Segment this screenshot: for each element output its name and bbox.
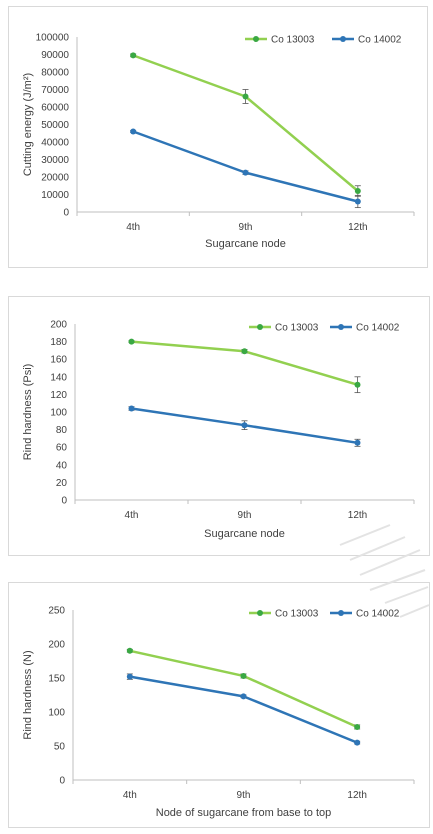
legend-label: Co 14002 (356, 609, 400, 620)
data-point (128, 405, 135, 412)
legend-swatch-marker (253, 36, 259, 42)
y-tick-label: 40 (56, 460, 68, 471)
x-tick-label: 9th (237, 790, 251, 801)
y-tick-label: 20 (56, 478, 68, 489)
legend-label: Co 13003 (271, 35, 315, 46)
cutting-energy-chart-svg: 0 10000 20000 30000 40000 50000 60000 70000 8000… (22, 33, 415, 250)
y-tick-label: 30000 (41, 155, 69, 166)
x-tick-label: 9th (239, 222, 253, 233)
legend-label: Co 13003 (275, 323, 319, 334)
legend-swatch-marker (340, 36, 346, 42)
data-point (354, 198, 361, 205)
y-tick-label: 60 (56, 443, 68, 454)
rind-hardness-psi-chart-svg: 0 20 40 60 80 100 120 140 160 180 200 4th 9th 12th Sug… (22, 320, 415, 540)
y-tick-label: 10000 (41, 190, 69, 201)
y-tick-label: 80000 (41, 68, 69, 79)
x-tick-label: 9th (238, 510, 252, 521)
data-point (242, 93, 249, 100)
x-axis-title: Sugarcane node (204, 528, 285, 540)
cutting-energy-chart: 0 10000 20000 30000 40000 50000 60000 70000 8000… (8, 6, 428, 268)
y-tick-label: 0 (59, 776, 65, 787)
y-tick-label: 90000 (41, 50, 69, 61)
watermark-stripes (339, 524, 430, 618)
y-tick-label: 120 (50, 390, 67, 401)
data-point (241, 348, 248, 355)
data-point (242, 169, 249, 176)
legend-label: Co 13003 (275, 609, 319, 620)
data-point (241, 422, 248, 429)
y-tick-label: 100000 (36, 33, 70, 44)
series-line-1 (129, 675, 358, 744)
y-tick-label: 100 (48, 708, 65, 719)
series-line-0 (129, 649, 358, 729)
y-axis-title: Rind hardness (N) (22, 650, 34, 739)
data-point (240, 693, 247, 700)
y-tick-label: 0 (61, 496, 67, 507)
y-tick-label: 140 (50, 372, 67, 383)
legend-swatch-marker (338, 324, 344, 330)
y-tick-label: 80 (56, 425, 68, 436)
data-point (354, 739, 361, 746)
y-tick-label: 250 (48, 606, 65, 617)
x-tick-label: 4th (123, 790, 137, 801)
legend-swatch-marker (338, 610, 344, 616)
data-point (128, 338, 135, 345)
data-point (240, 672, 247, 679)
x-tick-label: 12th (348, 510, 367, 521)
y-axis-title: Cutting energy (J/m²) (22, 73, 34, 176)
y-tick-label: 60000 (41, 103, 69, 114)
legend-label: Co 14002 (358, 35, 402, 46)
x-tick-label: 4th (126, 222, 140, 233)
y-axis-title: Rind hardness (Psi) (22, 364, 34, 461)
rind-hardness-psi-chart: 0 20 40 60 80 100 120 140 160 180 200 4th 9th 12th Sug… (8, 296, 430, 556)
legend-swatch-marker (257, 610, 263, 616)
data-point (354, 381, 361, 388)
y-tick-label: 40000 (41, 138, 69, 149)
data-point (354, 723, 361, 730)
y-tick-label: 0 (63, 208, 69, 219)
data-point (126, 647, 133, 654)
y-tick-label: 20000 (41, 173, 69, 184)
y-tick-label: 180 (50, 337, 67, 348)
y-tick-label: 150 (48, 674, 65, 685)
data-point (126, 673, 133, 680)
x-axis-title: Sugarcane node (205, 238, 286, 250)
rind-hardness-n-chart-svg: 0 50 100 150 200 250 4th 9th 12th Node of sugarca… (22, 606, 415, 819)
data-point (130, 52, 137, 59)
data-point (130, 128, 137, 135)
x-tick-label: 12th (348, 222, 367, 233)
y-tick-label: 50000 (41, 120, 69, 131)
rind-hardness-n-chart: 0 50 100 150 200 250 4th 9th 12th Node of sugarca… (8, 582, 430, 828)
y-tick-label: 50 (54, 742, 66, 753)
y-tick-label: 70000 (41, 85, 69, 96)
y-tick-label: 160 (50, 355, 67, 366)
x-axis-title: Node of sugarcane from base to top (156, 807, 332, 819)
series-line-1 (132, 130, 359, 203)
y-tick-label: 200 (50, 320, 67, 331)
legend-label: Co 14002 (356, 323, 400, 334)
y-tick-label: 200 (48, 640, 65, 651)
series-line-0 (131, 340, 358, 386)
data-point (354, 439, 361, 446)
legend-swatch-marker (257, 324, 263, 330)
x-tick-label: 4th (125, 510, 139, 521)
x-tick-label: 12th (347, 790, 366, 801)
data-point (354, 188, 361, 194)
y-tick-label: 100 (50, 408, 67, 419)
